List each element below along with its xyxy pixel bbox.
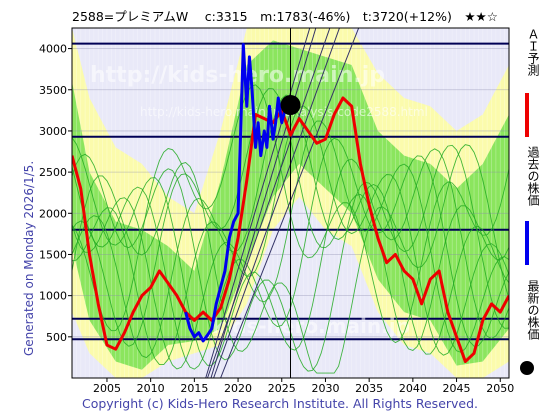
y-tick-label: 2000 [39,207,67,220]
x-tick-label: 2040 [399,382,427,395]
x-tick-label: 2030 [311,382,339,395]
channel-line [205,28,311,378]
legend-item: ＡＩ予測 [516,28,546,143]
legend-item: 最新の株価 [516,280,546,375]
legend-swatch [525,93,529,137]
x-axis-ticks: 2005 2010 2015 2020 2025 2030 2035 2040 2045 2050 [93,378,514,395]
x-tick-label: 2020 [224,382,252,395]
channel-line [220,28,360,378]
channel-line [206,28,331,378]
copyright-footer: Copyright (c) Kids-Hero Research Institu… [81,396,479,411]
watermark-bottom: kids-hero.main.jp [212,314,410,338]
x-tick-label: 2045 [443,382,471,395]
watermark-layer: http://kids-hero.main.jp http://kids-her… [90,63,428,338]
y-tick-label: 1000 [39,290,67,303]
y-tick-label: 2500 [39,166,67,179]
channel-line [213,28,340,378]
legend-label: ＡＩ予測 [526,28,540,76]
y-axis-ticks: 500 1000 1500 2000 2500 3000 3500 4000 [39,43,72,344]
x-tick-label: 2015 [180,382,208,395]
channel-line [210,28,317,378]
watermark-url: http://kids-hero.main.jp [90,63,385,88]
past-price-line [184,42,288,343]
x-tick-label: 2005 [93,382,121,395]
legend-swatch [520,361,534,375]
x-tick-label: 2010 [137,382,165,395]
trend-channel-lines [205,28,360,378]
inner-band [72,40,509,370]
y-tick-label: 3000 [39,125,67,138]
x-tick-label: 2050 [486,382,514,395]
y-tick-label: 4000 [39,43,67,56]
price-series [72,42,509,364]
legend-label: 過去の株価 [526,146,540,206]
legend-item: 過去の株価 [516,146,546,271]
y-tick-label: 1500 [39,248,67,261]
y-tick-label: 3500 [39,84,67,97]
y-tick-label: 500 [46,331,67,344]
chart-title: 2588=プレミアムW c:3315 m:1783(-46%) t:3720(+… [72,9,498,24]
legend: ＡＩ予測過去の株価最新の株価 [516,28,546,378]
legend-label: 最新の株価 [526,280,540,340]
ai-forecast-line [72,96,509,364]
x-tick-label: 2035 [355,382,383,395]
legend-swatch [525,221,529,265]
latest-price-marker [280,95,301,115]
plot-frame [71,27,510,379]
x-tick-label: 2025 [268,382,296,395]
